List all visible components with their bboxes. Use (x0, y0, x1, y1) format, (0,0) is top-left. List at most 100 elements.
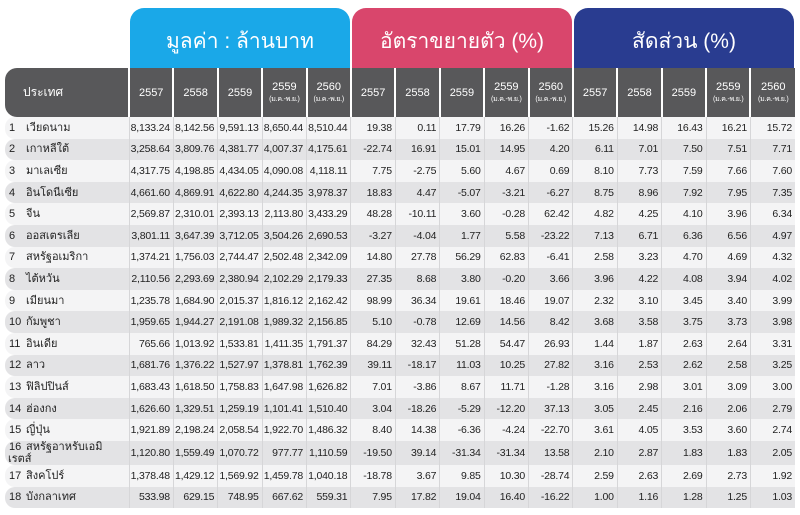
value-cell: 4,434.05 (217, 160, 263, 182)
growth-cell: 19.04 (439, 486, 485, 509)
growth-cell: -6.41 (528, 246, 573, 269)
value-cell: 1,070.72 (217, 440, 263, 465)
value-cell: 2,569.87 (128, 203, 174, 225)
header-country: ประเทศ (5, 68, 129, 117)
share-cell: 2.69 (661, 464, 707, 487)
share-cell: 14.98 (616, 117, 662, 139)
growth-cell: 5.60 (439, 160, 485, 182)
value-cell: 1,762.39 (306, 354, 351, 377)
table-row: 2 เกาหลีใต้ 3,258.64 3,809.76 4,381.77 4,007.… (5, 138, 795, 161)
header-year: 2560 (538, 80, 563, 93)
share-cell: 4.69 (705, 246, 751, 269)
value-cell: 3,504.26 (261, 224, 307, 247)
share-cell: 2.58 (572, 246, 618, 269)
header-year: 2559 (494, 80, 519, 93)
growth-cell: 10.25 (483, 354, 529, 377)
country-name: อินโดนีเซีย (26, 186, 79, 199)
value-cell: 1,989.32 (261, 311, 307, 333)
share-cell: 2.06 (705, 397, 751, 420)
value-cell: 3,258.64 (128, 138, 174, 161)
value-cell: 1,120.80 (128, 440, 174, 465)
header-share-0: 2557 (571, 68, 618, 117)
value-cell: 8,510.44 (306, 117, 351, 139)
table-row: 11 อินเดีย 765.66 1,013.92 1,533.81 1,411.35 1… (5, 332, 795, 355)
value-cell: 2,310.01 (172, 203, 218, 225)
row-number: 6 (9, 229, 16, 242)
value-cell: 1,040.18 (306, 464, 351, 487)
value-cell: 1,791.37 (306, 332, 351, 355)
growth-cell: 16.91 (394, 138, 440, 161)
value-cell: 2,293.69 (172, 268, 218, 290)
header-value-2: 2559 (216, 68, 263, 117)
growth-cell: -2.75 (394, 160, 440, 182)
header-year: 2559 (272, 80, 297, 93)
share-cell: 2.98 (616, 376, 662, 398)
share-cell: 4.70 (661, 246, 707, 269)
growth-cell: -5.29 (439, 397, 485, 420)
value-cell: 1,378.81 (261, 354, 307, 377)
share-cell: 2.45 (616, 397, 662, 420)
growth-cell: -18.17 (394, 354, 440, 377)
header-value-1: 2558 (172, 68, 218, 117)
growth-cell: 16.40 (483, 486, 529, 509)
row-number: 12 (9, 359, 22, 372)
value-cell: 765.66 (128, 332, 174, 355)
growth-cell: -0.78 (394, 311, 440, 333)
growth-cell: -10.11 (394, 203, 440, 225)
value-cell: 1,626.82 (306, 376, 351, 398)
country-cell: 4 อินโดนีเซีย (5, 181, 129, 204)
share-cell: 3.16 (572, 376, 618, 398)
value-cell: 1,378.48 (128, 464, 174, 487)
country-name: ญี่ปุ่น (26, 424, 50, 437)
value-cell: 1,684.90 (172, 289, 218, 312)
value-cell: 2,191.08 (217, 311, 263, 333)
share-cell: 6.71 (616, 224, 662, 247)
share-cell: 4.02 (749, 268, 795, 290)
table-row: 6 ออสเตรเลีย 3,801.11 3,647.39 3,712.05 3,504… (5, 224, 795, 247)
share-cell: 2.10 (572, 440, 618, 465)
share-cell: 8.96 (616, 181, 662, 204)
growth-cell: -31.34 (439, 440, 485, 465)
value-cell: 1,510.40 (306, 397, 351, 420)
value-cell: 1,329.51 (172, 397, 218, 420)
value-cell: 1,816.12 (261, 289, 307, 312)
table-body: 1 เวียดนาม 8,133.24 8,142.56 9,591.13 8,650.4… (5, 117, 795, 509)
country-name: เมียนมา (26, 294, 65, 307)
share-cell: 3.23 (616, 246, 662, 269)
growth-cell: 62.83 (483, 246, 529, 269)
growth-cell: 4.67 (483, 160, 529, 182)
header-growth-3: 2559 (ม.ค.-พ.ย.) (483, 68, 529, 117)
growth-cell: -22.70 (528, 419, 573, 441)
growth-cell: -16.22 (528, 486, 573, 509)
value-cell: 1,411.35 (261, 332, 307, 355)
share-cell: 2.64 (705, 332, 751, 355)
value-cell: 1,756.03 (172, 246, 218, 269)
share-cell: 2.63 (661, 332, 707, 355)
value-cell: 2,380.94 (217, 268, 263, 290)
share-cell: 3.01 (661, 376, 707, 398)
share-cell: 2.63 (616, 464, 662, 487)
country-cell: 17 สิงคโปร์ (5, 464, 129, 487)
share-cell: 1.16 (616, 486, 662, 509)
value-cell: 4,869.91 (172, 181, 218, 204)
value-cell: 629.15 (172, 486, 218, 509)
value-cell: 3,433.29 (306, 203, 351, 225)
value-cell: 1,374.21 (128, 246, 174, 269)
growth-cell: 5.10 (350, 311, 396, 333)
share-cell: 1.03 (749, 486, 795, 509)
value-cell: 2,690.53 (306, 224, 351, 247)
table-row: 17 สิงคโปร์ 1,378.48 1,429.12 1,569.92 1,459.… (5, 464, 795, 487)
value-cell: 4,317.75 (128, 160, 174, 182)
growth-cell: 13.58 (528, 440, 573, 465)
table-row: 8 ไต้หวัน 2,110.56 2,293.69 2,380.94 2,102.29… (5, 268, 795, 290)
table-row: 3 มาเลเซีย 4,317.75 4,198.85 4,434.05 4,090.0… (5, 160, 795, 182)
value-cell: 977.77 (261, 440, 307, 465)
header-growth-4: 2560 (ม.ค.-พ.ย.) (527, 68, 573, 117)
share-cell: 1.44 (572, 332, 618, 355)
growth-cell: 37.13 (528, 397, 573, 420)
growth-cell: 54.47 (483, 332, 529, 355)
country-name: สหรัฐอเมริกา (26, 251, 89, 264)
share-cell: 2.79 (749, 397, 795, 420)
share-cell: 7.60 (749, 160, 795, 182)
value-cell: 748.95 (217, 486, 263, 509)
